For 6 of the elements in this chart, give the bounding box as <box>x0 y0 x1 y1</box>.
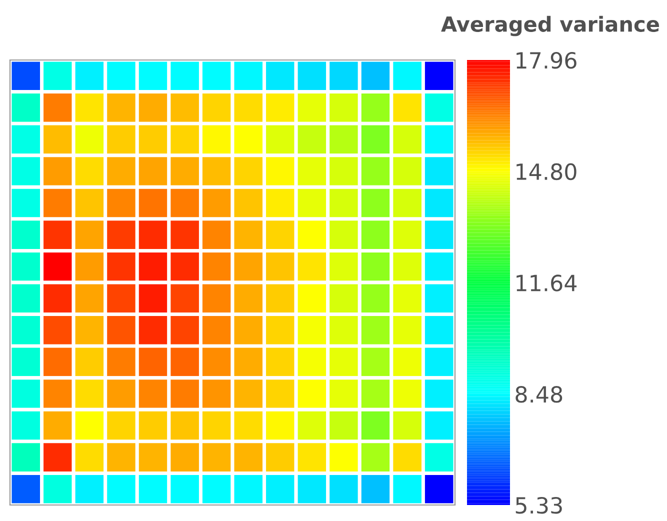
color-bar-label: 17.96 <box>516 52 576 69</box>
color-bar-label: 8.48 <box>516 386 562 403</box>
color-bar-label: 11.64 <box>516 274 577 292</box>
color-bar-label: 5.33 <box>516 496 562 514</box>
color-bar-title: Averaged variance <box>441 16 659 36</box>
color-bar-label: 14.80 <box>516 163 576 180</box>
